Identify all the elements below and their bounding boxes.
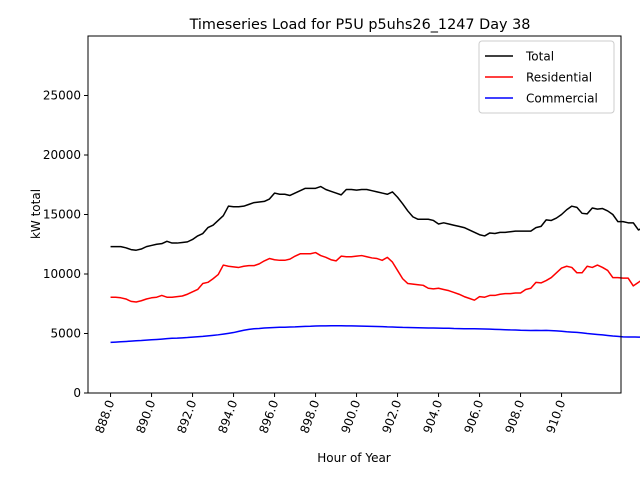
legend-box [478,40,615,114]
y-tick-label: 5000 [50,327,81,341]
series-line-total [110,185,640,251]
legend-label-total: Total [525,50,554,64]
series-line-residential [110,251,640,303]
y-tick-label: 10000 [43,267,81,281]
y-axis: 0 5000 10000 15000 20000 25000 [43,89,88,400]
chart-title: Timeseries Load for P5U p5uhs26_1247 Day… [189,17,531,33]
x-axis-label: Hour of Year [317,451,391,465]
y-axis-label: kW total [29,189,43,239]
legend: Total Residential Commercial [478,40,615,114]
series-lines [110,185,640,344]
series-line-commercial [110,325,640,344]
y-tick-label: 15000 [43,208,81,222]
y-tick-label: 0 [73,386,81,400]
y-tick-label: 25000 [43,89,81,103]
legend-label-commercial: Commercial [526,92,598,106]
y-tick-label: 20000 [43,148,81,162]
legend-label-residential: Residential [526,71,592,85]
